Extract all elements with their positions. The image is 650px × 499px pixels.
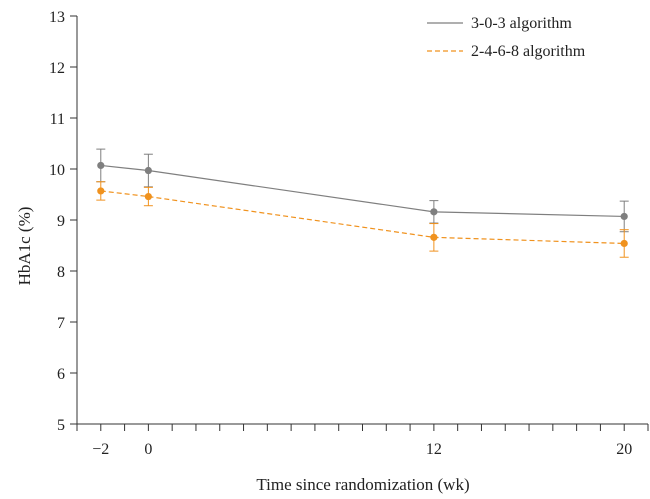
data-point [97, 187, 105, 195]
y-tick-label: 5 [57, 417, 65, 434]
x-tick-label: 12 [426, 441, 442, 458]
x-tick-label: 0 [144, 441, 152, 458]
y-axis-title: HbA1c (%) [15, 207, 34, 286]
data-point [620, 212, 628, 221]
series-layer [96, 148, 629, 258]
y-tick-label: 7 [57, 315, 65, 332]
series-line [100, 190, 625, 245]
data-point [430, 208, 438, 216]
data-point [144, 166, 152, 175]
data-point [144, 192, 152, 201]
data-point [97, 161, 105, 170]
series-2 [96, 181, 629, 258]
y-tick-label: 9 [57, 213, 65, 230]
x-axis-title: Time since randomization (wk) [256, 475, 469, 494]
x-axis: −2 0 12 20 [76, 423, 649, 458]
data-point [620, 239, 628, 248]
legend-item: 2-4-6-8 algorithm [427, 43, 586, 60]
y-axis: 5 6 7 8 9 10 11 12 13 [49, 9, 78, 434]
y-tick-label: 11 [50, 111, 65, 128]
x-tick-label: 20 [616, 441, 632, 458]
y-tick-label: 12 [49, 60, 65, 77]
legend-label: 3-0-3 algorithm [471, 15, 572, 32]
legend-item: 3-0-3 algorithm [427, 15, 572, 32]
y-tick-label: 10 [49, 162, 65, 179]
series-line [100, 164, 625, 218]
legend-label: 2-4-6-8 algorithm [471, 43, 586, 60]
data-point [430, 233, 438, 241]
x-tick-label: −2 [92, 441, 109, 458]
y-tick-label: 6 [57, 366, 65, 383]
y-tick-label: 13 [49, 9, 65, 26]
series-1 [96, 148, 629, 233]
legend: 3-0-3 algorithm 2-4-6-8 algorithm [427, 15, 586, 60]
y-tick-label: 8 [57, 264, 65, 281]
